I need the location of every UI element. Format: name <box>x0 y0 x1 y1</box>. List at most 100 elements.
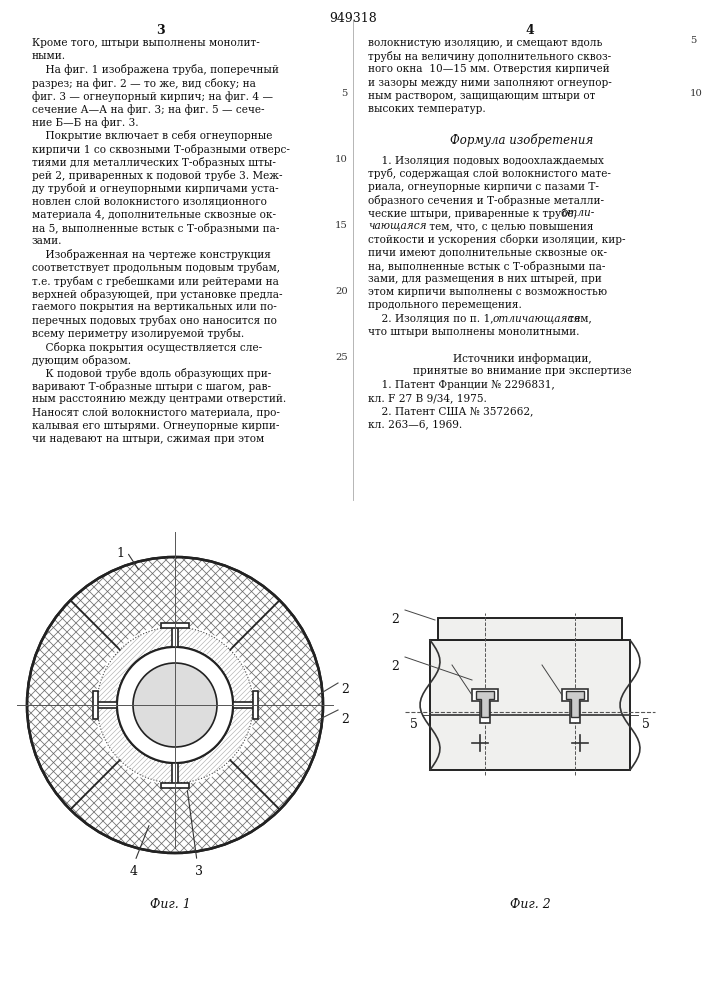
Text: ческие штыри, приваренные к трубе,: ческие штыри, приваренные к трубе, <box>368 208 580 219</box>
Text: 3: 3 <box>156 24 164 37</box>
Polygon shape <box>93 691 98 719</box>
Text: продольного перемещения.: продольного перемещения. <box>368 300 522 310</box>
Text: ным расстоянию между центрами отверстий.: ным расстоянию между центрами отверстий. <box>32 394 286 404</box>
Polygon shape <box>233 702 255 708</box>
Circle shape <box>117 647 233 763</box>
Text: этом кирпичи выполнены с возможностью: этом кирпичи выполнены с возможностью <box>368 287 607 297</box>
Text: дующим образом.: дующим образом. <box>32 355 131 366</box>
Text: и зазоры между ними заполняют огнеупор-: и зазоры между ними заполняют огнеупор- <box>368 78 612 88</box>
Text: 4: 4 <box>525 24 534 37</box>
Text: новлен слой волокнистого изоляционного: новлен слой волокнистого изоляционного <box>32 196 267 206</box>
Text: на 5, выполненные встык с Т-образными па-: на 5, выполненные встык с Т-образными па… <box>32 223 279 234</box>
Text: волокнистую изоляцию, и смещают вдоль: волокнистую изоляцию, и смещают вдоль <box>368 38 602 48</box>
Text: ными.: ными. <box>32 51 66 61</box>
Text: тем,: тем, <box>565 314 592 324</box>
Text: фиг. 3 — огнеупорный кирпич; на фиг. 4 —: фиг. 3 — огнеупорный кирпич; на фиг. 4 — <box>32 91 273 102</box>
Text: 4: 4 <box>130 865 138 878</box>
Text: зами.: зами. <box>32 236 62 246</box>
Text: 2. Патент США № 3572662,: 2. Патент США № 3572662, <box>368 406 533 416</box>
Text: Сборка покрытия осуществляется сле-: Сборка покрытия осуществляется сле- <box>32 342 262 353</box>
Circle shape <box>117 647 233 763</box>
Text: чи надевают на штыри, сжимая при этом: чи надевают на штыри, сжимая при этом <box>32 434 264 444</box>
Text: 1: 1 <box>116 547 124 560</box>
Text: 20: 20 <box>335 287 348 296</box>
Text: зами, для размещения в них штырей, при: зами, для размещения в них штырей, при <box>368 274 602 284</box>
Polygon shape <box>476 691 494 717</box>
Text: чающаяся: чающаяся <box>368 221 426 231</box>
Text: Фиг. 2: Фиг. 2 <box>510 898 550 911</box>
Text: 5: 5 <box>410 718 418 731</box>
Text: кл. 263—6, 1969.: кл. 263—6, 1969. <box>368 419 462 429</box>
Text: на, выполненные встык с Т-образными па-: на, выполненные встык с Т-образными па- <box>368 261 605 272</box>
Text: труб, содержащая слой волокнистого мате-: труб, содержащая слой волокнистого мате- <box>368 168 611 179</box>
Text: трубы на величину дополнительного сквоз-: трубы на величину дополнительного сквоз- <box>368 51 611 62</box>
Polygon shape <box>161 622 189 628</box>
Text: Фиг. 1: Фиг. 1 <box>150 898 190 911</box>
Text: соответствует продольным подовым трубам,: соответствует продольным подовым трубам, <box>32 262 280 273</box>
Text: 10: 10 <box>335 155 348 164</box>
Circle shape <box>27 557 323 853</box>
Text: варивают Т-образные штыри с шагом, рав-: варивают Т-образные штыри с шагом, рав- <box>32 381 271 392</box>
Polygon shape <box>430 640 630 770</box>
Text: тиями для металлических Т-образных шты-: тиями для металлических Т-образных шты- <box>32 157 276 168</box>
Polygon shape <box>562 689 588 723</box>
Circle shape <box>133 663 217 747</box>
Text: кл. F 27 В 9/34, 1975.: кл. F 27 В 9/34, 1975. <box>368 393 487 403</box>
Polygon shape <box>438 618 622 640</box>
Text: верхней образующей, при установке предла-: верхней образующей, при установке предла… <box>32 289 283 300</box>
Text: 949318: 949318 <box>329 12 377 25</box>
Text: т.е. трубам с гребешками или рейтерами на: т.е. трубам с гребешками или рейтерами н… <box>32 276 279 287</box>
Text: отличающаяся: отличающаяся <box>493 314 581 324</box>
Polygon shape <box>252 691 257 719</box>
Text: стойкости и ускорения сборки изоляции, кир-: стойкости и ускорения сборки изоляции, к… <box>368 234 626 245</box>
Polygon shape <box>566 691 584 717</box>
Text: высоких температур.: высоких температур. <box>368 104 486 114</box>
Text: образного сечения и Т-образные металли-: образного сечения и Т-образные металли- <box>368 195 604 206</box>
Text: Изображенная на чертеже конструкция: Изображенная на чертеже конструкция <box>32 249 271 260</box>
Circle shape <box>133 663 217 747</box>
Text: 10: 10 <box>690 89 703 98</box>
Text: 1. Изоляция подовых водоохлаждаемых: 1. Изоляция подовых водоохлаждаемых <box>368 155 604 165</box>
Circle shape <box>96 626 254 784</box>
Text: принятые во внимание при экспертизе: принятые во внимание при экспертизе <box>413 366 631 376</box>
Text: разрез; на фиг. 2 — то же, вид сбоку; на: разрез; на фиг. 2 — то же, вид сбоку; на <box>32 78 256 89</box>
Text: 5: 5 <box>690 36 696 45</box>
Text: риала, огнеупорные кирпичи с пазами Т-: риала, огнеупорные кирпичи с пазами Т- <box>368 182 599 192</box>
Text: На фиг. 1 изображена труба, поперечный: На фиг. 1 изображена труба, поперечный <box>32 64 279 75</box>
Text: Источники информации,: Источники информации, <box>452 353 591 364</box>
Text: 5: 5 <box>642 718 650 731</box>
Text: пичи имеют дополнительные сквозные ок-: пичи имеют дополнительные сквозные ок- <box>368 248 607 258</box>
Polygon shape <box>95 702 117 708</box>
Text: всему периметру изолируемой трубы.: всему периметру изолируемой трубы. <box>32 328 244 339</box>
Text: Покрытие включает в себя огнеупорные: Покрытие включает в себя огнеупорные <box>32 130 272 141</box>
Text: 2: 2 <box>341 683 349 696</box>
Circle shape <box>22 552 328 858</box>
Text: что штыри выполнены монолитными.: что штыри выполнены монолитными. <box>368 327 580 337</box>
Text: 2: 2 <box>391 660 399 673</box>
Text: 1. Патент Франции № 2296831,: 1. Патент Франции № 2296831, <box>368 380 555 390</box>
Text: Кроме того, штыри выполнены монолит-: Кроме того, штыри выполнены монолит- <box>32 38 259 48</box>
Polygon shape <box>472 689 498 723</box>
Polygon shape <box>172 763 178 785</box>
Text: 25: 25 <box>335 353 348 362</box>
Text: гаемого покрытия на вертикальных или по-: гаемого покрытия на вертикальных или по- <box>32 302 276 312</box>
Text: рей 2, приваренных к подовой трубе 3. Меж-: рей 2, приваренных к подовой трубе 3. Ме… <box>32 170 283 181</box>
Text: калывая его штырями. Огнеупорные кирпи-: калывая его штырями. Огнеупорные кирпи- <box>32 421 279 431</box>
Text: Наносят слой волокнистого материала, про-: Наносят слой волокнистого материала, про… <box>32 408 280 418</box>
Circle shape <box>95 625 255 785</box>
Polygon shape <box>172 625 178 647</box>
Text: Формула изобретения: Формула изобретения <box>450 133 594 147</box>
Polygon shape <box>161 782 189 788</box>
Text: материала 4, дополнительные сквозные ок-: материала 4, дополнительные сквозные ок- <box>32 210 276 220</box>
Text: ние Б—Б на фиг. 3.: ние Б—Б на фиг. 3. <box>32 117 139 128</box>
Text: 2: 2 <box>391 613 399 626</box>
Text: ным раствором, защищающим штыри от: ным раствором, защищающим штыри от <box>368 91 595 101</box>
Text: 2: 2 <box>341 713 349 726</box>
Text: тем, что, с целью повышения: тем, что, с целью повышения <box>426 221 593 231</box>
Text: 2. Изоляция по п. 1,: 2. Изоляция по п. 1, <box>368 314 497 324</box>
Text: перечных подовых трубах оно наносится по: перечных подовых трубах оно наносится по <box>32 315 277 326</box>
Text: сечение А—А на фиг. 3; на фиг. 5 — сече-: сечение А—А на фиг. 3; на фиг. 5 — сече- <box>32 104 264 115</box>
Text: 15: 15 <box>335 221 348 230</box>
Text: кирпичи 1 со сквозными Т-образными отверс-: кирпичи 1 со сквозными Т-образными отвер… <box>32 144 290 155</box>
Text: К подовой трубе вдоль образующих при-: К подовой трубе вдоль образующих при- <box>32 368 271 379</box>
